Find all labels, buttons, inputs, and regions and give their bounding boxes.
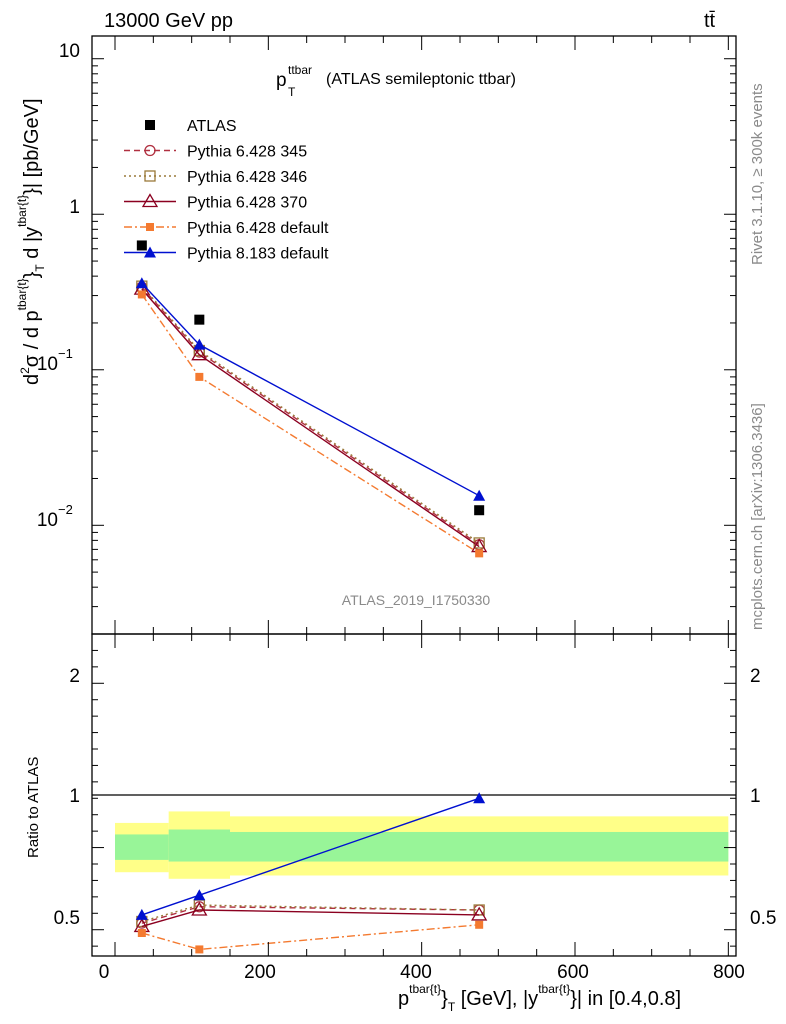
- ratio-line-1: [141, 904, 480, 923]
- main-line-1: [141, 286, 480, 546]
- ytick-0.1: 10: [37, 354, 58, 375]
- xtick-0: 0: [99, 962, 110, 983]
- legend-marker-2: [144, 170, 156, 182]
- ratio-band-inner-1: [168, 829, 230, 862]
- axes-frames: [91, 35, 737, 957]
- main-series: [133, 240, 488, 558]
- main-point-5-2: [473, 489, 486, 501]
- ytick-1: 1: [69, 197, 80, 218]
- svg-text:−1: −1: [58, 346, 73, 361]
- xtick-600: 600: [557, 962, 589, 983]
- main-point-0-2: [474, 505, 485, 516]
- svg-text:(ATLAS semileptonic ttbar): (ATLAS semileptonic ttbar): [326, 71, 516, 88]
- legend-marker-1: [144, 144, 156, 157]
- ratio-ytick-2-left: 2: [69, 666, 80, 687]
- main-line-3: [141, 288, 480, 548]
- main-line-5: [141, 282, 480, 497]
- svg-text:ptbar{t}}T [GeV], |ytbar{t}}|: ptbar{t}}T [GeV], |ytbar{t}}| in [0.4,0.…: [398, 982, 681, 1014]
- ratio-frame: [91, 633, 737, 957]
- rivet-label: Rivet 3.1.10, ≥ 300k events: [749, 83, 766, 265]
- ratio-point-4-1: [193, 889, 206, 901]
- svg-text:d2σ / d ptbar{t}}T d |ytbar{t}: d2σ / d ptbar{t}}T d |ytbar{t}}| [pb/GeV…: [15, 98, 47, 385]
- ratio-point-4-2: [473, 792, 486, 804]
- legend-marker-4: [146, 223, 154, 231]
- main-point-5-0: [135, 277, 148, 289]
- main-point-4-0: [137, 290, 146, 299]
- legend-marker-5: [144, 246, 156, 258]
- ratio-point-4-0: [135, 908, 148, 920]
- ratio-ytick-1-right: 1: [750, 786, 761, 807]
- ratio-band-inner-0: [115, 834, 169, 860]
- xtick-800: 800: [713, 962, 745, 983]
- process-label: tt̄: [704, 10, 716, 32]
- main-line-4: [141, 294, 480, 554]
- main-point-3-1: [191, 346, 208, 361]
- ratio-uncertainty-bands: [115, 811, 729, 879]
- energy-label: 13000 GeV pp: [104, 10, 233, 32]
- main-line-2: [141, 285, 480, 544]
- main-point-4-1: [195, 372, 204, 381]
- legend-label-1: Pythia 6.428 345: [187, 144, 307, 161]
- main-point-0-0: [136, 240, 147, 251]
- main-y-tick-labels: 10 1 10 −1 10 −2: [37, 41, 80, 531]
- svg-text:−2: −2: [58, 502, 73, 517]
- ratio-point-3-1: [195, 945, 204, 954]
- legend-label-5: Pythia 8.183 default: [187, 246, 329, 263]
- ratio-ytick-0.5-left: 0.5: [54, 908, 80, 929]
- ratio-point-2-2: [471, 906, 488, 921]
- ratio-point-3-0: [137, 929, 146, 937]
- ratio-point-1-2: [473, 904, 485, 916]
- analysis-label: ATLAS_2019_I1750330: [342, 592, 491, 608]
- legend: ATLAS Pythia 6.428 345 Pythia 6.428 346 Pyt…: [124, 118, 329, 263]
- svg-text:T: T: [288, 85, 296, 99]
- ratio-line-3: [141, 924, 480, 951]
- main-point-5-1: [193, 338, 206, 350]
- mcplots-label: mcplots.cern.ch [arXiv:1306.3436]: [749, 403, 766, 630]
- ratio-point-2-1: [191, 901, 208, 916]
- xtick-400: 400: [400, 962, 432, 983]
- x-axis-label: ptbar{t}}T [GeV], |ytbar{t}}| in [0.4,0.…: [398, 982, 681, 1014]
- svg-text:ttbar: ttbar: [288, 63, 312, 77]
- main-title: p ttbar T (ATLAS semileptonic ttbar): [276, 63, 516, 99]
- ratio-point-3-2: [475, 920, 484, 929]
- xtick-200: 200: [244, 962, 276, 983]
- legend-label-3: Pythia 6.428 370: [187, 195, 307, 212]
- svg-text:p: p: [276, 70, 287, 91]
- ratio-line-2: [141, 909, 480, 928]
- main-y-axis-label: d2σ / d ptbar{t}}T d |ytbar{t}}| [pb/GeV…: [15, 98, 47, 385]
- ratio-y-axis-label: Ratio to ATLAS: [25, 757, 42, 858]
- ytick-0.01: 10: [37, 510, 58, 531]
- main-point-4-2: [475, 549, 484, 558]
- legend-marker-3: [141, 193, 159, 208]
- ratio-y-tick-labels: 2 1 0.5 2 1 0.5: [54, 666, 777, 929]
- legend-label-4: Pythia 6.428 default: [187, 220, 329, 237]
- x-tick-labels: 0 200 400 600 800: [99, 962, 745, 983]
- main-point-0-1: [194, 314, 205, 325]
- ratio-ytick-1-left: 1: [69, 786, 80, 807]
- legend-label-2: Pythia 6.428 346: [187, 169, 307, 186]
- ratio-series: [133, 792, 488, 954]
- legend-label-0: ATLAS: [187, 118, 237, 135]
- ytick-10: 10: [59, 41, 80, 62]
- ratio-ytick-2-right: 2: [750, 666, 761, 687]
- ratio-band-inner-2: [230, 831, 729, 862]
- legend-marker-0: [145, 120, 155, 130]
- ratio-ytick-0.5-right: 0.5: [750, 908, 776, 929]
